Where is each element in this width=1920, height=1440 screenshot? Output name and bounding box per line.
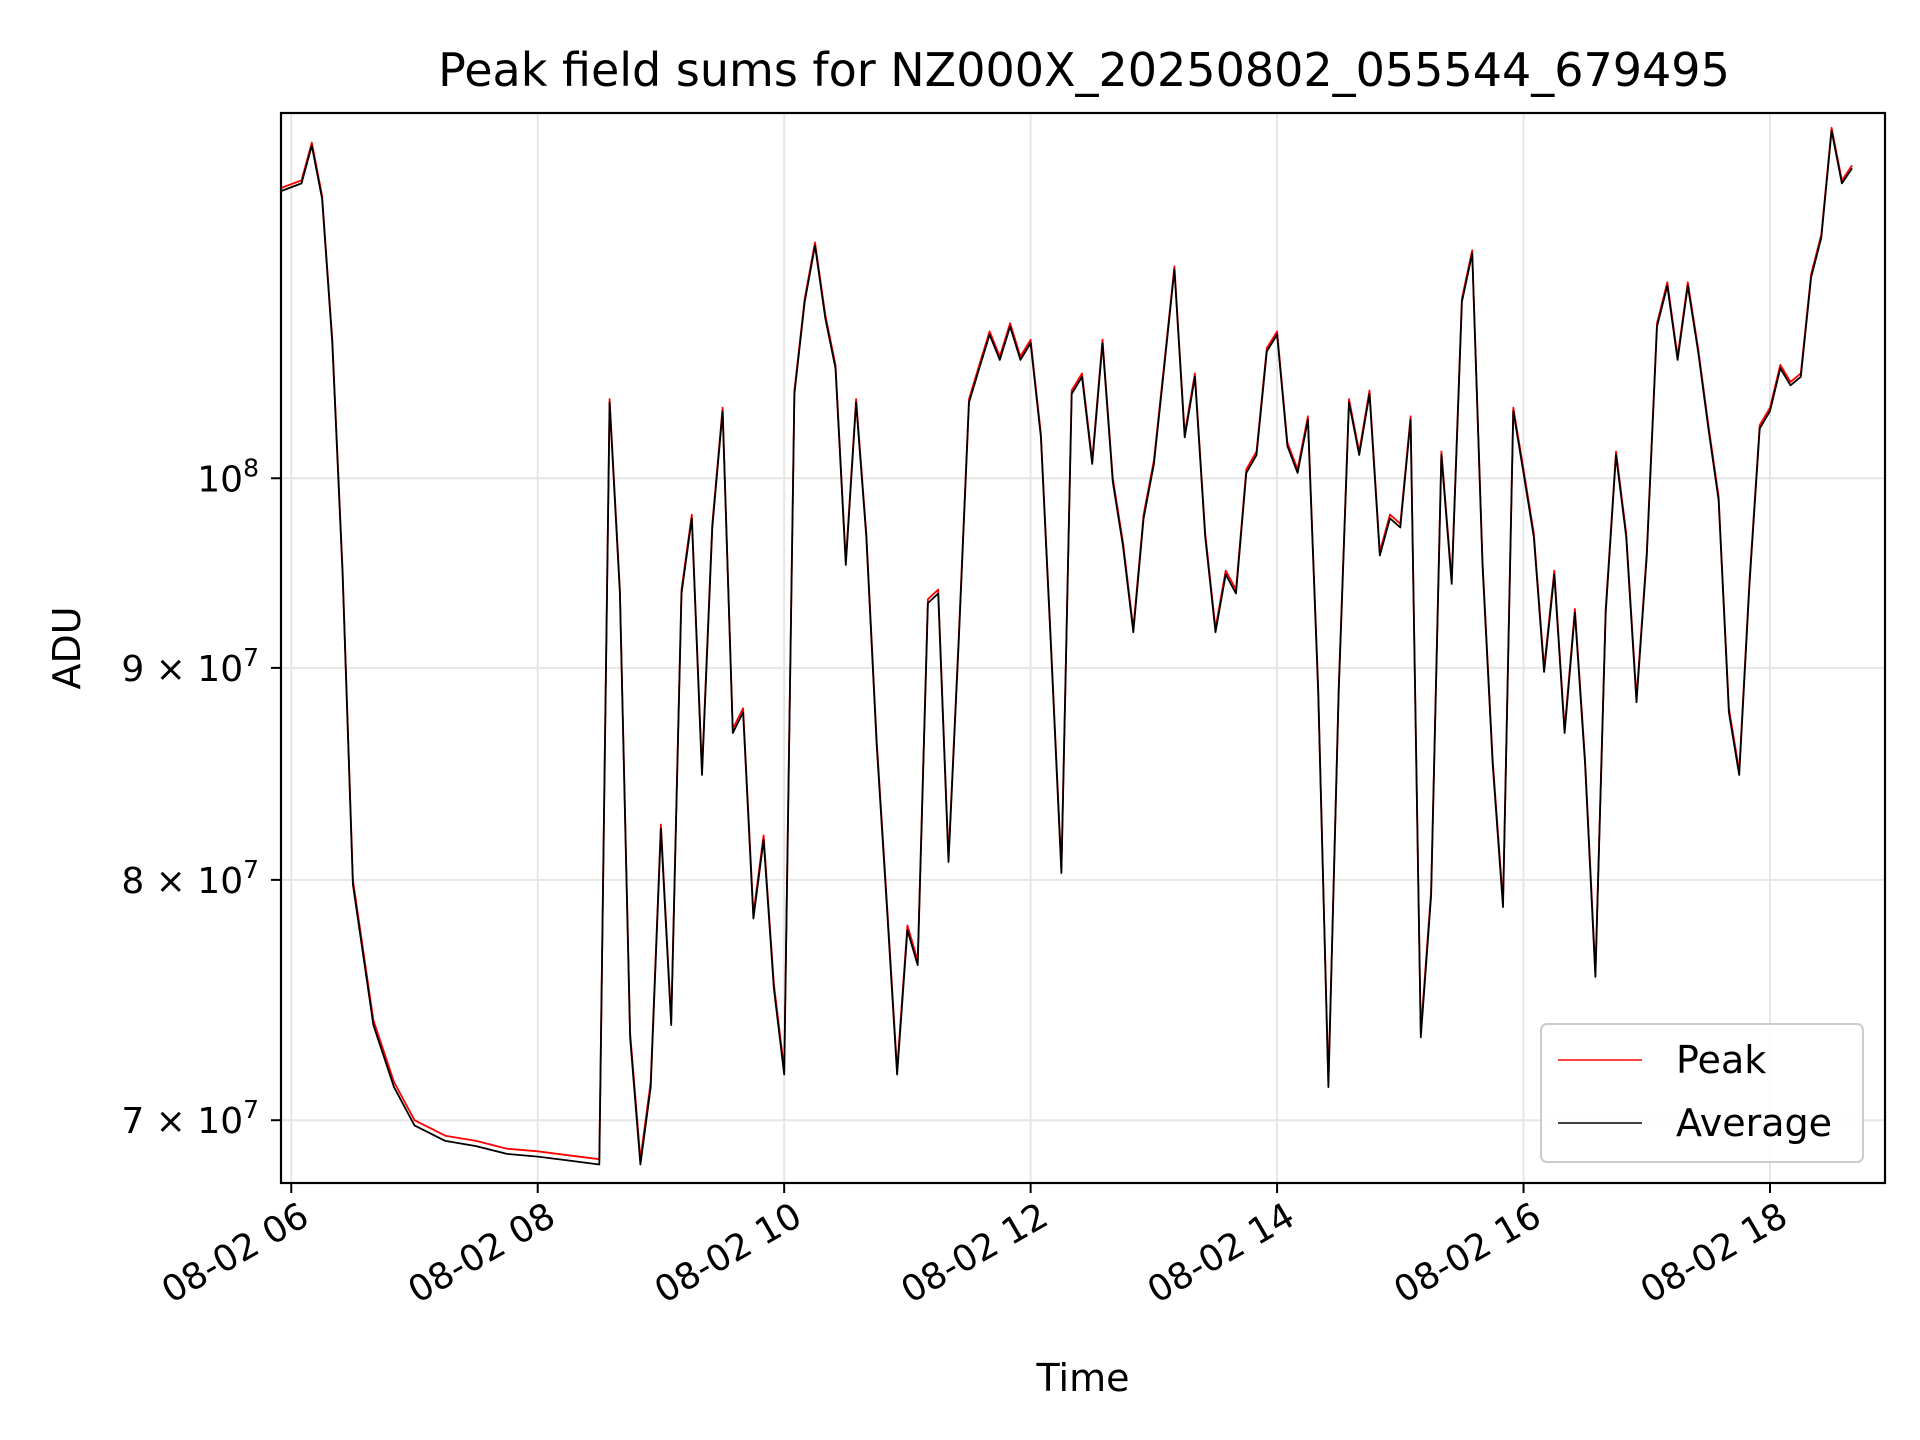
x-tick-label: 08-02 16 <box>1387 1195 1548 1311</box>
legend: Peak Average <box>1540 1023 1864 1163</box>
x-tick-label: 08-02 10 <box>648 1195 809 1311</box>
x-tick-label: 08-02 18 <box>1634 1195 1795 1311</box>
y-tick-label: 9 × 107 <box>121 643 259 690</box>
x-axis-label: Time <box>1036 1356 1130 1400</box>
legend-label-peak: Peak <box>1676 1038 1766 1082</box>
y-tick-label: 7 × 107 <box>121 1095 259 1142</box>
chart-title: Peak field sums for NZ000X_20250802_0555… <box>438 43 1730 97</box>
x-tick-label: 08-02 08 <box>402 1195 563 1311</box>
x-tick-label: 08-02 06 <box>155 1195 316 1311</box>
plot-frame <box>279 111 1887 1185</box>
x-tick-label: 08-02 12 <box>894 1195 1055 1311</box>
gridlines <box>281 113 1885 1183</box>
y-tick-label: 108 <box>197 453 259 500</box>
series-lines <box>280 126 1853 1166</box>
legend-box <box>1540 1023 1864 1163</box>
y-axis-label: ADU <box>45 606 89 689</box>
y-tick-label: 8 × 107 <box>121 855 259 902</box>
series-line-average <box>280 129 1853 1166</box>
x-axis-ticks: 08-02 06 08-02 08 08-02 10 08-02 12 08-02 14… <box>155 1183 1794 1312</box>
legend-label-average: Average <box>1676 1101 1832 1145</box>
y-axis-ticks: 7 × 107 8 × 107 9 × 107 108 <box>121 453 281 1142</box>
x-tick-label: 08-02 14 <box>1141 1195 1302 1311</box>
